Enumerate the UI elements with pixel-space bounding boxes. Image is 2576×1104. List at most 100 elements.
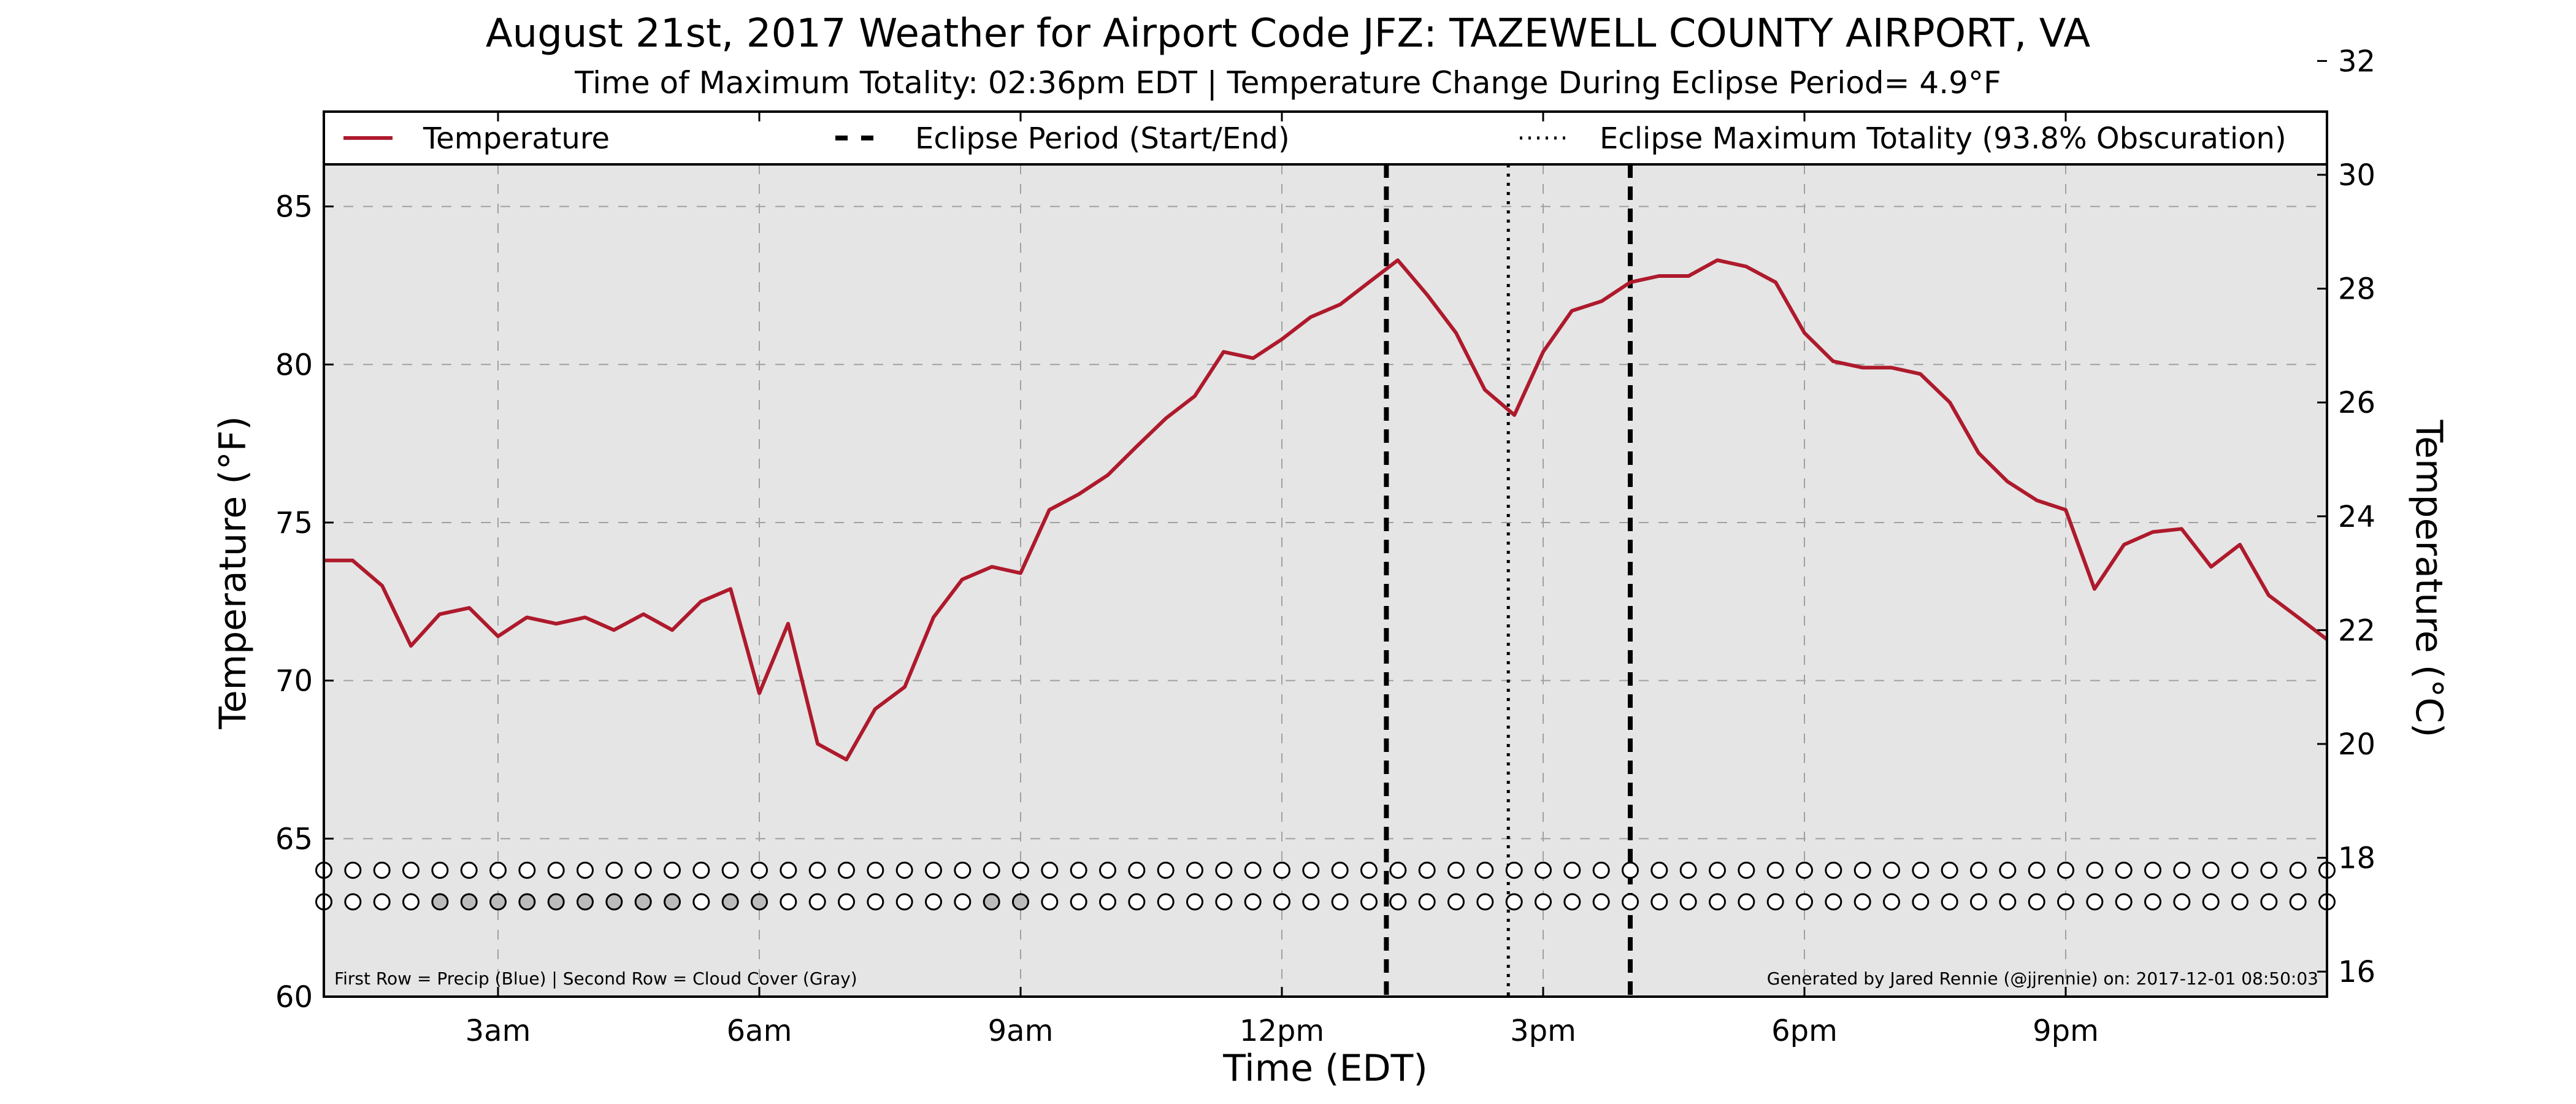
precip-circle <box>518 861 536 879</box>
precip-circle <box>1070 861 1087 879</box>
footnote-left: First Row = Precip (Blue) | Second Row =… <box>334 968 857 989</box>
y-tick-label: 85 <box>275 190 313 224</box>
precip-circle <box>634 861 652 879</box>
precip-circle <box>605 861 623 879</box>
precip-circle <box>1505 861 1523 879</box>
cloud-cover-circle <box>577 893 594 911</box>
cloud-cover-circle <box>2260 893 2278 911</box>
cloud-cover-circle <box>838 893 855 911</box>
precip-circle <box>2173 861 2191 879</box>
cloud-cover-circle <box>1650 893 1668 911</box>
cloud-cover-circle <box>692 893 710 911</box>
y2-tick-label: 18 <box>2338 841 2375 876</box>
cloud-cover-circle <box>867 893 884 911</box>
cloud-cover-circle <box>1592 893 1610 911</box>
precip-circle <box>1825 861 1842 879</box>
precip-circle <box>1709 861 1726 879</box>
cloud-cover-circle <box>1360 893 1378 911</box>
y2-tick-label: 20 <box>2338 727 2375 762</box>
precip-circle <box>2202 861 2220 879</box>
x-axis-title: Time (EDT) <box>1222 1047 1428 1090</box>
precip-circle <box>1679 861 1697 879</box>
precip-circle <box>1041 861 1059 879</box>
precip-circle <box>1244 861 1262 879</box>
cloud-cover-circle <box>373 893 391 911</box>
precip-circle <box>1622 861 1639 879</box>
precip-circle <box>2115 861 2133 879</box>
precip-circle <box>925 861 942 879</box>
cloud-cover-circle <box>1970 893 1987 911</box>
precip-circle <box>344 861 362 879</box>
plot-background <box>324 112 2327 997</box>
cloud-cover-circle <box>1941 893 1958 911</box>
precip-circle <box>1650 861 1668 879</box>
cloud-cover-circle <box>1389 893 1407 911</box>
chart-title: August 21st, 2017 Weather for Airport Co… <box>485 11 2091 56</box>
y2-tick-label: 26 <box>2338 386 2375 420</box>
precip-circle <box>489 861 507 879</box>
cloud-cover-circle <box>489 893 507 911</box>
cloud-cover-circle <box>2231 893 2248 911</box>
precip-circle <box>373 861 391 879</box>
cloud-cover-circle <box>1679 893 1697 911</box>
y2-tick-label: 24 <box>2338 500 2375 534</box>
precip-circle <box>895 861 913 879</box>
cloud-cover-circle <box>1447 893 1465 911</box>
precip-circle <box>1273 861 1290 879</box>
precip-circle <box>1592 861 1610 879</box>
cloud-cover-circle <box>954 893 972 911</box>
cloud-cover-circle <box>605 893 623 911</box>
precip-circle <box>1360 861 1378 879</box>
cloud-cover-circle <box>1535 893 1552 911</box>
cloud-cover-circle <box>2144 893 2161 911</box>
precip-circle <box>954 861 972 879</box>
precip-circle <box>1012 861 1029 879</box>
cloud-cover-circle <box>1273 893 1290 911</box>
precip-circle <box>577 861 594 879</box>
cloud-cover-circle <box>721 893 739 911</box>
cloud-cover-circle <box>2086 893 2104 911</box>
cloud-cover-circle <box>2057 893 2074 911</box>
x-tick-label: 6am <box>727 1014 792 1048</box>
cloud-cover-circle <box>2028 893 2045 911</box>
cloud-cover-circle <box>1070 893 1087 911</box>
y-tick-label: 70 <box>275 664 313 699</box>
y2-tick-label: 22 <box>2338 613 2375 648</box>
y-tick-label: 60 <box>275 980 313 1014</box>
y2-axis-title: Temperature (°C) <box>2407 420 2450 738</box>
cloud-cover-circle <box>2115 893 2133 911</box>
temperature-line <box>324 258 2328 762</box>
precip-circle <box>2028 861 2045 879</box>
precip-circle <box>751 861 768 879</box>
precip-circle <box>1738 861 1755 879</box>
precip-circle <box>1941 861 1958 879</box>
cloud-cover-circle <box>460 893 478 911</box>
precip-circle <box>1563 861 1581 879</box>
cloud-cover-circle <box>1041 893 1059 911</box>
precip-circle <box>1331 861 1349 879</box>
precip-circle <box>983 861 1000 879</box>
precip-circle <box>1128 861 1146 879</box>
cloud-cover-circle <box>1331 893 1349 911</box>
y-tick-label: 65 <box>275 822 313 856</box>
precip-circle <box>1853 861 1871 879</box>
cloud-cover-circle <box>1766 893 1784 911</box>
x-tick-label: 6pm <box>1771 1014 1838 1048</box>
precip-circle <box>2144 861 2161 879</box>
cloud-cover-circle <box>1418 893 1436 911</box>
precip-circle <box>2086 861 2104 879</box>
y-tick-label: 80 <box>275 348 313 382</box>
precip-cloud-rows <box>315 861 2336 911</box>
cloud-cover-circle <box>1128 893 1146 911</box>
precip-circle <box>2289 861 2307 879</box>
cloud-cover-circle <box>2202 893 2220 911</box>
precip-circle <box>547 861 565 879</box>
precip-circle <box>431 861 449 879</box>
y-tick-label: 75 <box>275 506 313 540</box>
cloud-cover-circle <box>1563 893 1581 911</box>
precip-circle <box>2057 861 2074 879</box>
cloud-cover-circle <box>634 893 652 911</box>
precip-circle <box>1476 861 1494 879</box>
precip-circle <box>692 861 710 879</box>
cloud-cover-circle <box>518 893 536 911</box>
